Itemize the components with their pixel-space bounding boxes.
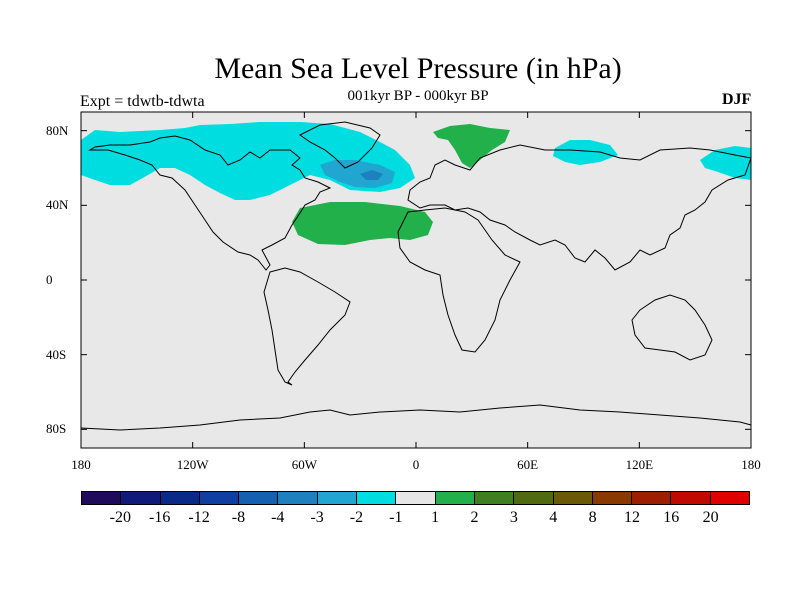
lat-label: 80N	[46, 122, 69, 138]
colorbar-box	[396, 492, 436, 504]
colorbar-box	[239, 492, 279, 504]
scandinavia-high-region	[433, 124, 510, 168]
colorbar-box	[671, 492, 711, 504]
coastline-layer	[80, 121, 752, 431]
colorbar-box	[121, 492, 161, 504]
north-america-coast	[88, 135, 332, 271]
colorbar-box	[710, 492, 750, 504]
colorbar-label: -4	[271, 509, 285, 526]
colorbar-box	[592, 492, 633, 504]
colorbar	[81, 491, 750, 505]
colorbar-label: -3	[310, 509, 324, 526]
anomaly-layer	[81, 122, 751, 245]
far-east-low-region	[700, 146, 751, 180]
australia-coast	[631, 294, 713, 361]
colorbar-label: 1	[431, 509, 440, 526]
lon-label: 120W	[176, 457, 209, 472]
siberia-low-region	[553, 140, 618, 165]
lat-label: 40N	[46, 197, 69, 213]
colorbar-label: -16	[149, 509, 171, 526]
lon-label: 60W	[291, 457, 317, 472]
north-pacific-low-region	[81, 122, 415, 200]
iceland-low-core	[360, 170, 383, 180]
colorbar-label: -12	[188, 509, 210, 526]
lon-label: 180	[71, 457, 91, 472]
lon-label: 60E	[517, 457, 539, 472]
colorbar-box	[160, 492, 200, 504]
colorbar-label: -8	[231, 509, 246, 526]
colorbar-label: -1	[389, 509, 403, 526]
colorbar-label: 16	[663, 509, 680, 526]
lat-label: 80S	[46, 421, 67, 437]
lon-label: 120E	[625, 457, 654, 472]
colorbar-box	[82, 492, 122, 504]
season-label: DJF	[722, 91, 752, 108]
experiment-label: Expt = tdwtb-tdwta	[80, 93, 205, 110]
lat-label: 0	[46, 272, 53, 287]
colorbar-label: 4	[549, 509, 558, 526]
antarctica-coast	[80, 404, 752, 431]
lon-label: 0	[412, 457, 420, 472]
colorbar-label: 20	[702, 509, 719, 526]
colorbar-box	[514, 492, 554, 504]
map-title: Mean Sea Level Pressure (in hPa)	[214, 52, 622, 85]
colorbar-label: 2	[470, 509, 479, 526]
colorbar-label: 12	[623, 509, 640, 526]
colorbar-box	[357, 492, 397, 504]
greenland-coast	[299, 121, 381, 169]
subtropical-atlantic-high-region	[292, 202, 433, 245]
colorbar-box	[553, 492, 593, 504]
south-america-coast	[263, 267, 351, 386]
colorbar-label: 8	[588, 509, 597, 526]
colorbar-box	[632, 492, 672, 504]
colorbar-box	[474, 492, 515, 504]
axis-ticks	[80, 112, 752, 448]
colorbar-box	[278, 492, 318, 504]
colorbar-box	[199, 492, 240, 504]
colorbar-label: 3	[509, 509, 518, 526]
lat-label: 40S	[46, 346, 67, 362]
colorbar-label: -2	[349, 509, 364, 526]
colorbar-box	[435, 492, 475, 504]
africa-coast	[397, 207, 521, 353]
map-subtitle: 001kyr BP - 000kyr BP	[347, 88, 489, 104]
iceland-low-region	[320, 160, 395, 188]
europe-asia-coast	[407, 144, 752, 271]
lon-label: 180	[741, 457, 761, 472]
colorbar-label: -20	[109, 509, 132, 526]
colorbar-box	[317, 492, 358, 504]
